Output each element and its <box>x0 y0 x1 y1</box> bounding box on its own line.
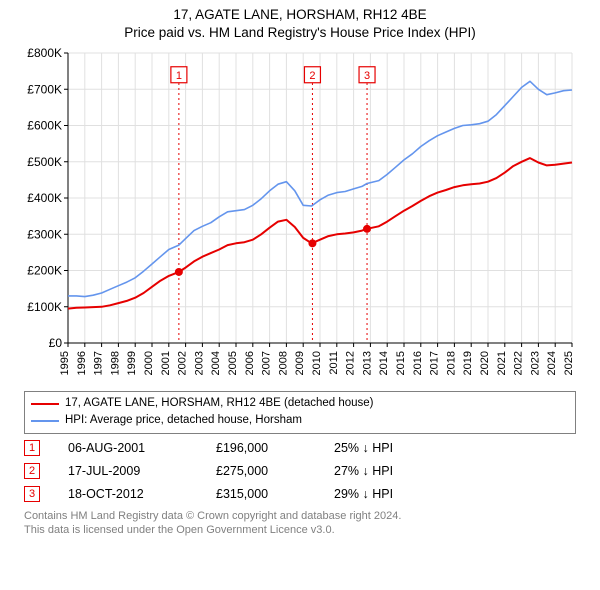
legend-item: HPI: Average price, detached house, Hors… <box>31 412 569 429</box>
svg-text:£200K: £200K <box>27 264 62 278</box>
transaction-price: £315,000 <box>216 487 306 501</box>
svg-text:2005: 2005 <box>227 351 239 375</box>
svg-text:2022: 2022 <box>513 351 525 375</box>
legend-swatch <box>31 420 59 422</box>
svg-text:£400K: £400K <box>27 191 62 205</box>
chart: £0 £100K £200K £300K £400K £500K £600K £700K £80… <box>20 47 580 387</box>
transaction-price: £196,000 <box>216 441 306 455</box>
legend-label: HPI: Average price, detached house, Hors… <box>65 412 302 429</box>
svg-text:1998: 1998 <box>109 351 121 375</box>
transaction-row: 2 17-JUL-2009 £275,000 27% ↓ HPI <box>24 463 576 479</box>
svg-text:2019: 2019 <box>462 351 474 375</box>
svg-text:£500K: £500K <box>27 155 62 169</box>
svg-text:2011: 2011 <box>328 351 340 375</box>
svg-text:1999: 1999 <box>126 351 138 375</box>
transaction-diff: 27% ↓ HPI <box>334 464 424 478</box>
svg-text:£600K: £600K <box>27 119 62 133</box>
transaction-price: £275,000 <box>216 464 306 478</box>
footnote-line: This data is licensed under the Open Gov… <box>24 523 576 538</box>
svg-text:2008: 2008 <box>277 351 289 375</box>
svg-text:2002: 2002 <box>177 351 189 375</box>
svg-text:£800K: £800K <box>27 47 62 60</box>
svg-text:2013: 2013 <box>361 351 373 375</box>
svg-text:£300K: £300K <box>27 227 62 241</box>
svg-text:1996: 1996 <box>76 351 88 375</box>
svg-text:2000: 2000 <box>143 351 155 375</box>
transaction-diff: 25% ↓ HPI <box>334 441 424 455</box>
transaction-marker: 3 <box>24 486 40 502</box>
svg-text:2020: 2020 <box>479 351 491 375</box>
svg-text:1997: 1997 <box>93 351 105 375</box>
legend-label: 17, AGATE LANE, HORSHAM, RH12 4BE (detac… <box>65 395 374 412</box>
svg-text:2006: 2006 <box>244 351 256 375</box>
svg-text:2004: 2004 <box>210 351 222 375</box>
legend: 17, AGATE LANE, HORSHAM, RH12 4BE (detac… <box>24 391 576 434</box>
transactions-table: 1 06-AUG-2001 £196,000 25% ↓ HPI 2 17-JU… <box>24 440 576 502</box>
svg-text:2025: 2025 <box>563 351 575 375</box>
svg-text:£0: £0 <box>49 336 63 350</box>
transaction-marker: 2 <box>24 463 40 479</box>
svg-text:2001: 2001 <box>160 351 172 375</box>
transaction-row: 3 18-OCT-2012 £315,000 29% ↓ HPI <box>24 486 576 502</box>
transaction-row: 1 06-AUG-2001 £196,000 25% ↓ HPI <box>24 440 576 456</box>
svg-text:2010: 2010 <box>311 351 323 375</box>
chart-svg: £0 £100K £200K £300K £400K £500K £600K £700K £80… <box>20 47 580 387</box>
svg-text:2014: 2014 <box>378 351 390 375</box>
transaction-diff: 29% ↓ HPI <box>334 487 424 501</box>
legend-swatch <box>31 403 59 405</box>
title-line-1: 17, AGATE LANE, HORSHAM, RH12 4BE <box>0 6 600 24</box>
svg-text:2017: 2017 <box>429 351 441 375</box>
title-line-2: Price paid vs. HM Land Registry's House … <box>0 24 600 42</box>
chart-titles: 17, AGATE LANE, HORSHAM, RH12 4BE Price … <box>0 0 600 41</box>
svg-text:£700K: £700K <box>27 82 62 96</box>
transaction-date: 17-JUL-2009 <box>68 464 188 478</box>
svg-text:2023: 2023 <box>529 351 541 375</box>
transaction-date: 18-OCT-2012 <box>68 487 188 501</box>
svg-text:2015: 2015 <box>395 351 407 375</box>
svg-text:2003: 2003 <box>193 351 205 375</box>
transaction-date: 06-AUG-2001 <box>68 441 188 455</box>
svg-text:2021: 2021 <box>496 351 508 375</box>
svg-text:2016: 2016 <box>412 351 424 375</box>
svg-text:2024: 2024 <box>546 351 558 375</box>
svg-text:3: 3 <box>364 70 370 82</box>
svg-text:2: 2 <box>309 70 315 82</box>
footnote-line: Contains HM Land Registry data © Crown c… <box>24 509 576 524</box>
transaction-marker: 1 <box>24 440 40 456</box>
footnote: Contains HM Land Registry data © Crown c… <box>24 509 576 539</box>
svg-text:2012: 2012 <box>345 351 357 375</box>
svg-text:2007: 2007 <box>261 351 273 375</box>
svg-text:2018: 2018 <box>445 351 457 375</box>
svg-text:1995: 1995 <box>59 351 71 375</box>
svg-text:2009: 2009 <box>294 351 306 375</box>
svg-text:£100K: £100K <box>27 300 62 314</box>
legend-item: 17, AGATE LANE, HORSHAM, RH12 4BE (detac… <box>31 395 569 412</box>
svg-text:1: 1 <box>176 70 182 82</box>
